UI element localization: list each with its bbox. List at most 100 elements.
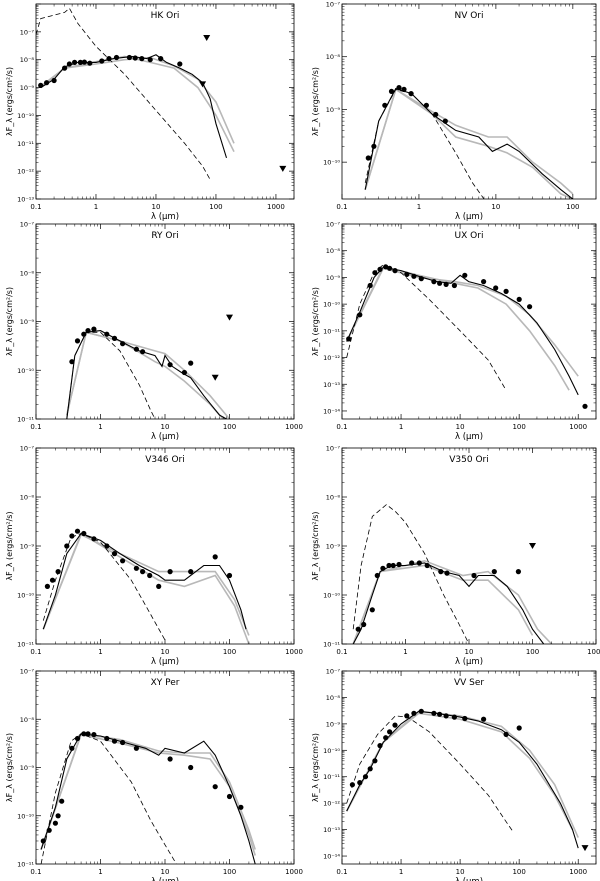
x-tick-label: 1	[399, 868, 403, 876]
x-tick-label: 100	[223, 423, 236, 431]
photometry-point	[91, 536, 97, 542]
model-fit-line	[42, 532, 250, 644]
photometry-point	[462, 715, 468, 722]
x-tick-label: 1000	[587, 648, 600, 656]
photometry-point	[396, 85, 402, 91]
x-tick-label: 0.1	[336, 868, 347, 876]
photometry-point	[156, 583, 162, 590]
y-tick-label: 10⁻⁷	[20, 221, 35, 229]
upper-limit-marker	[529, 543, 536, 549]
plot-frame	[35, 670, 295, 865]
y-tick-label: 10⁻⁹	[326, 274, 341, 282]
y-axis-label: λF_λ (ergs/cm²/s)	[5, 287, 14, 356]
photometry-point	[409, 560, 415, 566]
photometry-point	[69, 745, 75, 751]
photometry-point	[91, 732, 97, 738]
photometry-point	[133, 745, 139, 751]
x-tick-label: 10	[152, 203, 161, 211]
y-tick-label: 10⁻¹³	[323, 381, 340, 389]
photometry-point	[372, 758, 378, 764]
photometry-point	[126, 54, 132, 61]
photometry-point	[380, 565, 386, 571]
x-tick-label: 0.1	[336, 423, 347, 431]
photometry-point	[383, 735, 389, 741]
photometry-point	[238, 804, 244, 810]
x-axis-label: λ (μm)	[455, 657, 483, 667]
x-tick-label: 10	[161, 423, 170, 431]
y-axis-label: λF_λ (ergs/cm²/s)	[311, 287, 320, 356]
y-tick-label: 10⁻⁹	[326, 720, 341, 728]
sed-panel: 0.1 1 10 100 10⁻¹⁰ 10⁻⁹ 10⁻⁸ 10⁻⁷ NV Ori λ (μm) λF…	[311, 1, 597, 222]
y-tick-label: 10⁻⁷	[20, 28, 35, 36]
model-fit-line	[40, 732, 256, 850]
photometry-point	[481, 716, 487, 722]
photometry-point	[59, 798, 65, 804]
x-tick-label: 1000	[285, 868, 303, 876]
sed-panel: 0.1 1 10 100 1000 10⁻¹¹ 10⁻¹⁰ 10⁻⁹ 10⁻⁸ 10⁻⁷ XY Pe…	[5, 668, 303, 881]
photometry-point	[66, 61, 72, 67]
x-axis-label: λ (μm)	[455, 432, 483, 442]
photometry-point	[361, 621, 367, 628]
model-fit-line	[40, 733, 256, 856]
model-fit-line	[364, 88, 574, 199]
x-axis-label: λ (μm)	[455, 877, 483, 881]
photometry-point	[387, 265, 393, 271]
x-tick-label: 1000	[285, 423, 303, 431]
y-axis-label: λF_λ (ergs/cm²/s)	[5, 67, 14, 136]
x-axis-label: λ (μm)	[151, 432, 179, 442]
photometry-point	[418, 276, 424, 282]
y-tick-label: 10⁻¹⁰	[17, 112, 34, 120]
x-tick-label: 10	[456, 423, 465, 431]
y-tick-label: 10⁻⁹	[20, 764, 35, 772]
best-fit-line	[40, 54, 228, 159]
x-tick-label: 100	[223, 648, 236, 656]
x-tick-label: 0.1	[30, 648, 41, 656]
stellar-photosphere-line	[352, 504, 470, 644]
y-tick-label: 10⁻¹⁰	[323, 747, 340, 755]
photometry-point	[346, 336, 352, 342]
panel-title: XY Per	[151, 678, 180, 688]
y-tick-label: 10⁻⁷	[326, 445, 341, 453]
y-tick-label: 10⁻¹⁰	[323, 592, 340, 600]
y-tick-label: 10⁻¹⁴	[323, 407, 340, 415]
photometry-point	[411, 710, 417, 716]
photometry-point	[493, 285, 499, 291]
photometry-point	[38, 82, 44, 88]
photometry-point	[212, 554, 218, 560]
plot-frame	[35, 223, 295, 420]
photometry-point	[74, 735, 81, 742]
panel-title: NV Ori	[454, 11, 483, 21]
plot-area	[42, 528, 250, 644]
y-tick-label: 10⁻¹³	[17, 196, 34, 204]
plot-area	[345, 708, 589, 852]
x-tick-label: 1	[98, 423, 102, 431]
photometry-point	[418, 708, 424, 714]
y-tick-label: 10⁻⁸	[326, 494, 341, 502]
photometry-point	[55, 569, 61, 575]
panel-title: RY Ori	[151, 231, 178, 241]
x-tick-label: 1	[98, 648, 102, 656]
photometry-point	[462, 272, 468, 278]
stellar-photosphere-line	[42, 533, 166, 641]
photometry-point	[181, 369, 187, 376]
upper-limit-marker	[199, 81, 207, 88]
x-tick-label: 10	[465, 648, 474, 656]
y-axis-label: λF_λ (ergs/cm²/s)	[311, 67, 320, 136]
photometry-point	[104, 331, 110, 337]
model-fit-line	[40, 56, 235, 144]
photometry-point	[355, 626, 361, 632]
panel-title: V350 Ori	[449, 455, 488, 465]
plot-frame	[341, 447, 597, 645]
photometry-point	[81, 59, 87, 65]
y-tick-label: 10⁻⁸	[20, 494, 35, 502]
y-axis-label: λF_λ (ergs/cm²/s)	[5, 733, 14, 802]
photometry-point	[140, 349, 146, 355]
model-fit-line	[66, 331, 224, 419]
photometry-point	[491, 569, 497, 575]
photometry-point	[40, 838, 46, 844]
plot-area	[345, 264, 588, 409]
photometry-point	[431, 279, 437, 285]
x-tick-label: 1	[403, 648, 407, 656]
photometry-point	[158, 56, 164, 62]
